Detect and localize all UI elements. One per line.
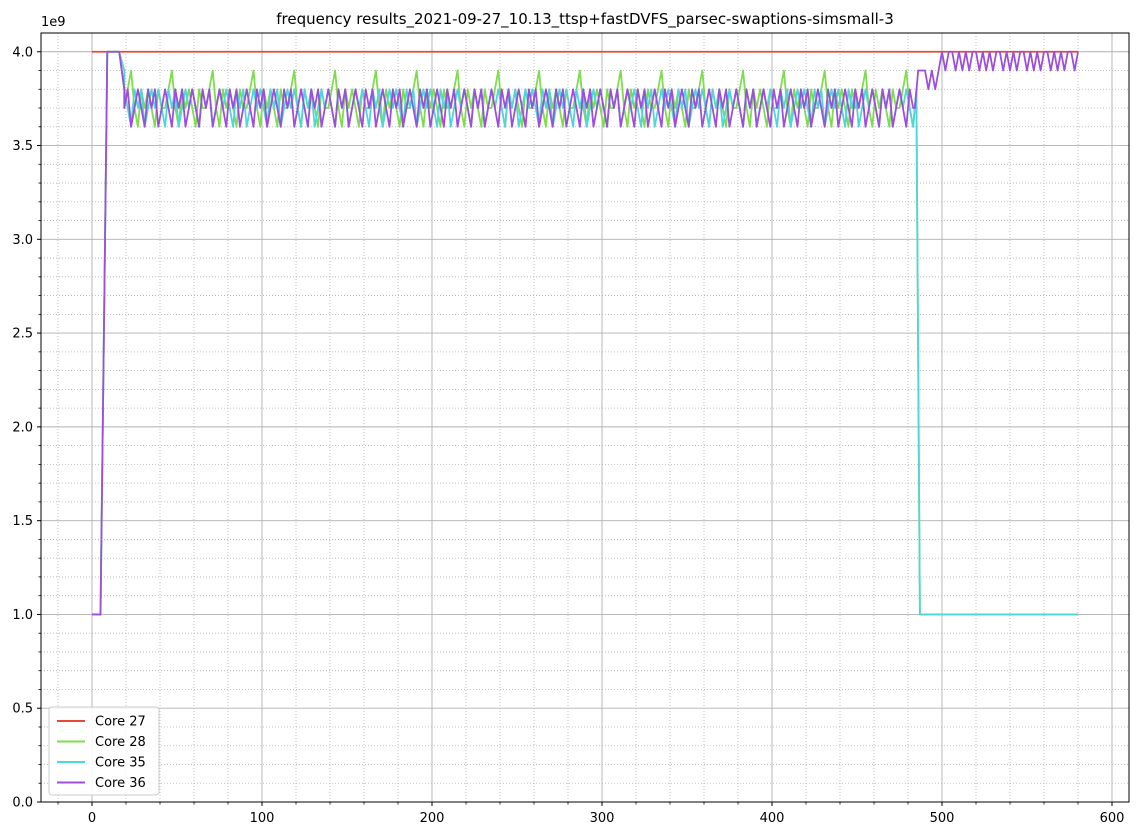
y-tick-label: 3.5 bbox=[12, 139, 33, 154]
y-tick-label: 2.5 bbox=[12, 327, 33, 342]
plot-frame bbox=[40, 32, 1130, 803]
y-tick-label: 0.5 bbox=[12, 702, 33, 717]
legend-label: Core 36 bbox=[95, 776, 146, 791]
axis-ticks: 0 100 200 300 400 500 600 0.0 0.5 1.0 1.5 2.0 2.5 3.0… bbox=[12, 45, 1124, 826]
series-lines bbox=[92, 50, 1079, 616]
grid bbox=[41, 33, 1129, 803]
x-tick-label: 100 bbox=[250, 811, 275, 826]
x-tick-label: 600 bbox=[1100, 811, 1125, 826]
x-tick-label: 500 bbox=[930, 811, 955, 826]
x-tick-label: 200 bbox=[420, 811, 445, 826]
y-tick-label: 1.5 bbox=[12, 514, 33, 529]
x-tick-label: 300 bbox=[590, 811, 615, 826]
legend-label: Core 28 bbox=[95, 735, 146, 750]
y-tick-label: 2.0 bbox=[12, 420, 33, 435]
series-line-core-36 bbox=[92, 50, 1079, 616]
y-axis-offset-label: 1e9 bbox=[41, 15, 66, 30]
y-tick-label: 4.0 bbox=[12, 45, 33, 60]
y-tick-label: 1.0 bbox=[12, 608, 33, 623]
chart-title: frequency results_2021-09-27_10.13_ttsp+… bbox=[276, 10, 893, 29]
y-tick-label: 3.0 bbox=[12, 233, 33, 248]
x-tick-label: 0 bbox=[88, 811, 96, 826]
y-tick-label: 0.0 bbox=[12, 796, 33, 811]
legend-label: Core 35 bbox=[95, 756, 146, 771]
x-tick-label: 400 bbox=[760, 811, 785, 826]
legend-box bbox=[48, 706, 160, 796]
series-line-core-35 bbox=[92, 50, 1078, 616]
legend: Core 27 Core 28 Core 35 Core 36 bbox=[48, 706, 160, 796]
legend-label: Core 27 bbox=[95, 715, 146, 730]
